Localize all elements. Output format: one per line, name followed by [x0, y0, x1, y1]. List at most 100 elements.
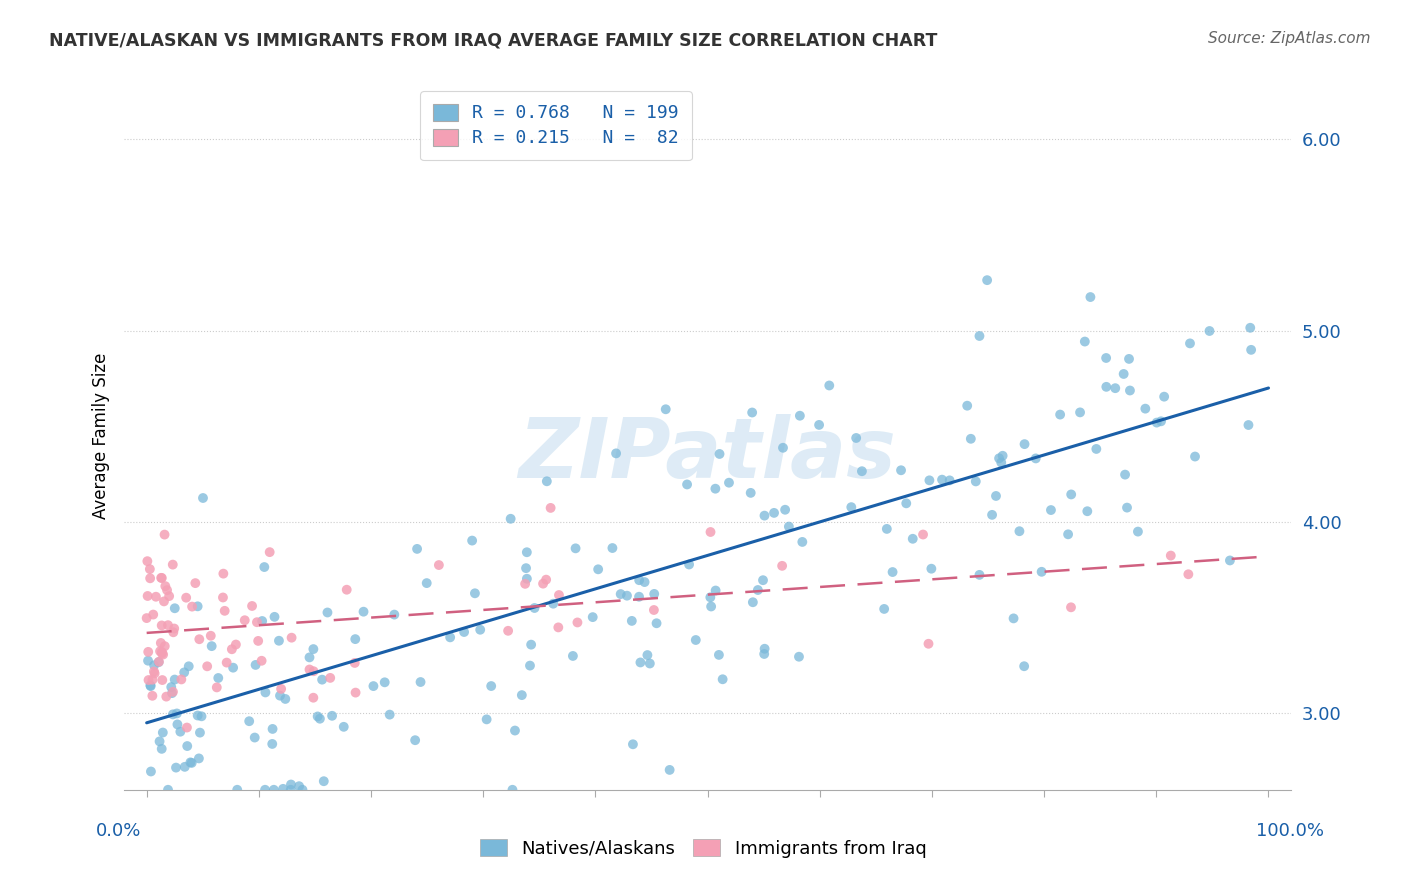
- Point: [250, 654, 273, 668]
- Point: [157, 589, 180, 603]
- Point: [291, 782, 314, 797]
- Point: [808, 417, 831, 432]
- Point: [190, 709, 212, 723]
- Point: [254, 782, 277, 797]
- Point: [616, 589, 638, 603]
- Point: [162, 558, 184, 572]
- Point: [1112, 367, 1135, 381]
- Point: [343, 656, 366, 670]
- Point: [353, 605, 375, 619]
- Point: [678, 558, 700, 572]
- Point: [1069, 405, 1091, 419]
- Point: [262, 737, 284, 751]
- Point: [956, 399, 979, 413]
- Point: [240, 599, 263, 613]
- Point: [149, 636, 172, 650]
- Point: [145, 590, 167, 604]
- Y-axis label: Average Family Size: Average Family Size: [93, 352, 110, 519]
- Point: [176, 739, 198, 753]
- Point: [548, 588, 571, 602]
- Point: [778, 519, 800, 533]
- Point: [156, 618, 179, 632]
- Point: [166, 706, 188, 721]
- Point: [609, 587, 631, 601]
- Point: [917, 637, 939, 651]
- Point: [136, 554, 159, 568]
- Point: [1178, 336, 1201, 351]
- Point: [250, 614, 273, 628]
- Point: [270, 681, 292, 696]
- Point: [564, 541, 586, 556]
- Point: [1184, 450, 1206, 464]
- Point: [162, 625, 184, 640]
- Point: [201, 639, 224, 653]
- Point: [1008, 524, 1031, 539]
- Point: [181, 599, 204, 614]
- Point: [818, 378, 841, 392]
- Point: [263, 610, 285, 624]
- Point: [1135, 401, 1157, 416]
- Point: [215, 656, 238, 670]
- Point: [984, 489, 1007, 503]
- Point: [150, 645, 173, 659]
- Point: [1076, 504, 1098, 518]
- Point: [969, 329, 991, 343]
- Point: [707, 648, 730, 662]
- Point: [142, 665, 165, 679]
- Point: [1116, 500, 1139, 515]
- Point: [479, 679, 502, 693]
- Point: [1049, 408, 1071, 422]
- Point: [621, 737, 644, 751]
- Point: [787, 649, 810, 664]
- Point: [752, 573, 775, 587]
- Point: [187, 599, 209, 614]
- Point: [633, 575, 655, 590]
- Point: [311, 673, 333, 687]
- Point: [658, 763, 681, 777]
- Point: [496, 624, 519, 638]
- Point: [747, 582, 769, 597]
- Point: [312, 774, 335, 789]
- Point: [280, 631, 302, 645]
- Point: [246, 615, 269, 630]
- Point: [150, 571, 173, 585]
- Point: [153, 639, 176, 653]
- Point: [180, 756, 202, 770]
- Point: [136, 589, 159, 603]
- Point: [513, 577, 536, 591]
- Point: [1080, 290, 1102, 304]
- Point: [143, 658, 166, 673]
- Legend: R = 0.768   N = 199, R = 0.215   N =  82: R = 0.768 N = 199, R = 0.215 N = 82: [420, 91, 692, 161]
- Point: [344, 685, 367, 699]
- Point: [298, 663, 321, 677]
- Text: NATIVE/ALASKAN VS IMMIGRANTS FROM IRAQ AVERAGE FAMILY SIZE CORRELATION CHART: NATIVE/ALASKAN VS IMMIGRANTS FROM IRAQ A…: [49, 31, 938, 49]
- Point: [205, 681, 228, 695]
- Point: [153, 527, 176, 541]
- Point: [188, 632, 211, 647]
- Point: [439, 631, 461, 645]
- Point: [163, 601, 186, 615]
- Point: [586, 562, 609, 576]
- Point: [561, 648, 583, 663]
- Point: [187, 708, 209, 723]
- Point: [636, 648, 658, 662]
- Point: [740, 486, 762, 500]
- Point: [139, 571, 162, 585]
- Point: [1240, 343, 1263, 357]
- Point: [157, 782, 180, 797]
- Point: [163, 622, 186, 636]
- Point: [150, 618, 173, 632]
- Point: [280, 778, 302, 792]
- Point: [136, 654, 159, 668]
- Point: [699, 591, 721, 605]
- Point: [931, 473, 953, 487]
- Point: [269, 689, 291, 703]
- Point: [475, 712, 498, 726]
- Point: [148, 655, 170, 669]
- Point: [233, 613, 256, 627]
- Point: [150, 571, 173, 585]
- Point: [792, 535, 814, 549]
- Point: [135, 611, 157, 625]
- Point: [148, 734, 170, 748]
- Point: [195, 659, 218, 673]
